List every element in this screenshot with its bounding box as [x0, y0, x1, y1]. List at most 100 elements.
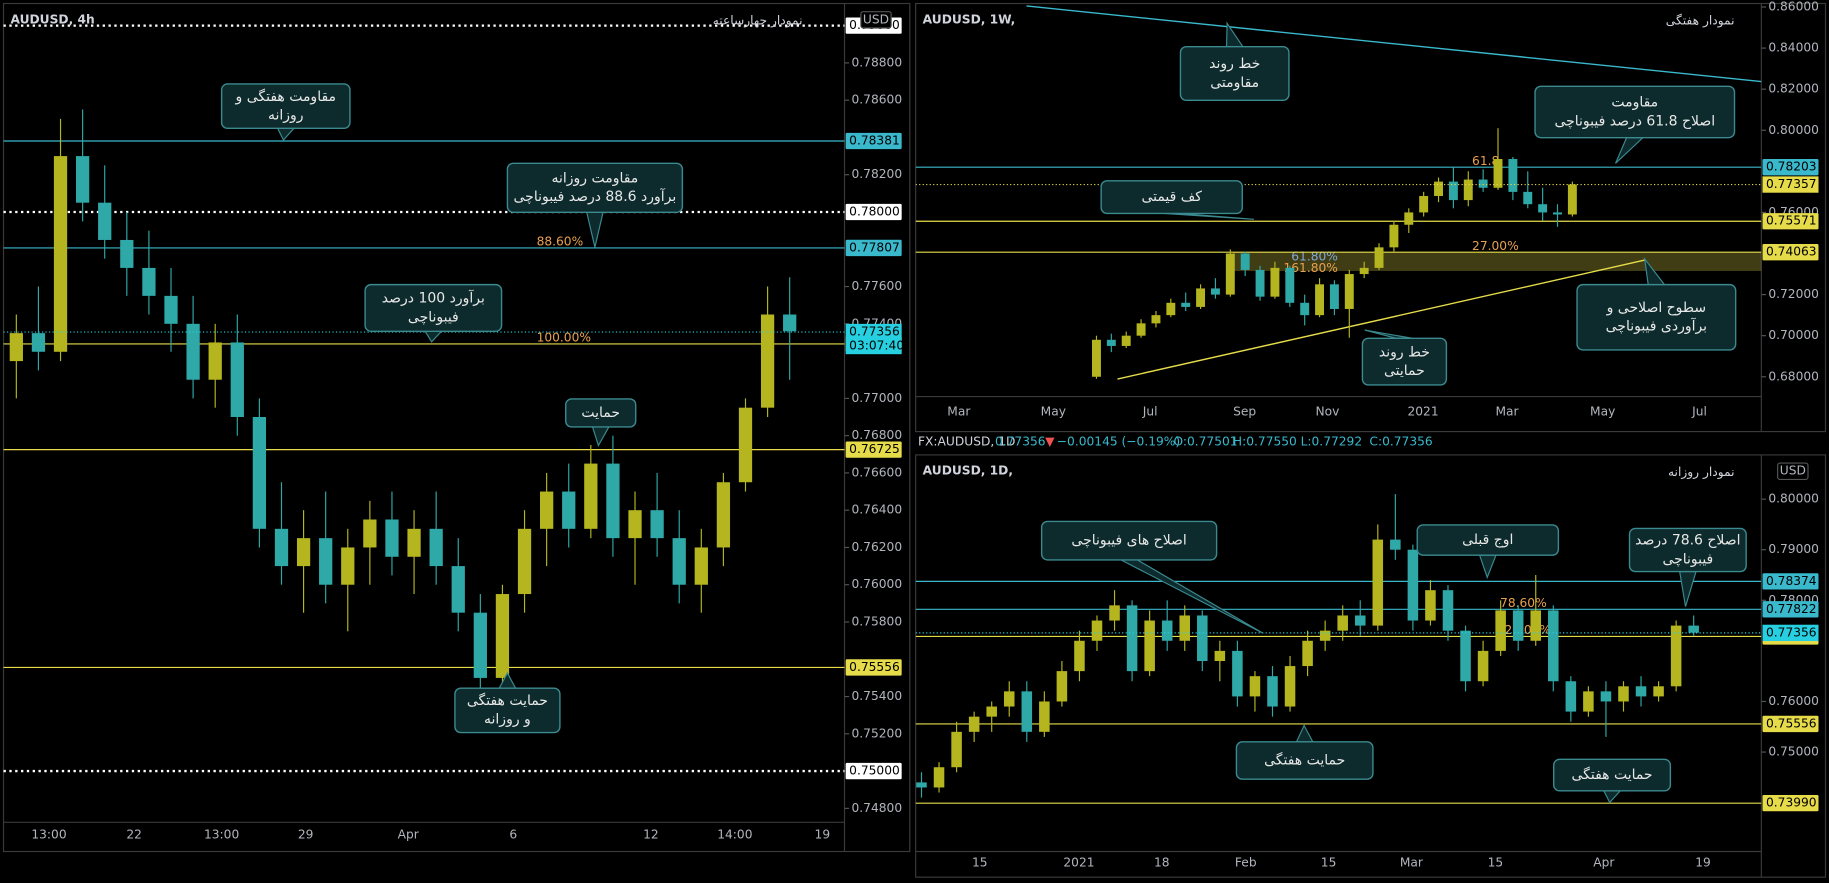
currency-box: [860, 11, 892, 29]
price-label: 0.75556: [849, 660, 900, 674]
y-tick-label: 0.74800: [852, 801, 903, 815]
countdown: 03:07:40: [849, 339, 904, 353]
price-label-bg: [1762, 213, 1819, 230]
candle-body: [1495, 610, 1506, 651]
candle-body: [1021, 691, 1033, 732]
y-tick-label: 0.86000: [1768, 0, 1819, 13]
panel: 78.60%-27.00%0.800000.790000.780000.7600…: [915, 454, 1827, 878]
y-tick-label: 0.75800: [852, 615, 903, 629]
candle-body: [1210, 288, 1220, 295]
y-tick-label: 0.78200: [852, 167, 903, 181]
candle-body: [1404, 212, 1414, 225]
candle-body: [1267, 676, 1278, 707]
y-tick-label: 0.77600: [852, 279, 903, 293]
candle-body: [1214, 650, 1226, 662]
candle-body: [1136, 323, 1146, 336]
candle-body: [650, 510, 664, 539]
fib-label: 61.8: [1472, 154, 1499, 168]
candle-body: [1442, 590, 1454, 631]
candle-body: [1319, 630, 1331, 641]
info-item: O:0.77501: [1173, 435, 1237, 449]
callout-text: برآورد 88.6 درصد فیبوناچی: [514, 188, 677, 205]
callout-text: حمایتی: [1384, 363, 1425, 379]
callout-box: [1576, 283, 1737, 351]
callout-box: [454, 687, 561, 734]
candle-body: [1092, 339, 1101, 377]
x-tick-label: Jul: [1691, 404, 1707, 418]
candle-body: [1583, 691, 1594, 712]
callout-text: سطوح اصلاحی و: [1606, 300, 1707, 316]
candle-body: [1121, 335, 1131, 346]
candle-body: [1106, 339, 1116, 346]
candle-body: [1270, 267, 1280, 297]
candle-body: [1300, 302, 1310, 316]
y-tick-label: 0.76600: [852, 465, 903, 479]
current-price-label: 0.77356: [849, 325, 900, 339]
candle-body: [1419, 195, 1429, 213]
callout-text: روزانه: [268, 107, 304, 123]
candle-body: [142, 267, 156, 296]
y-tick-label: 0.78800: [852, 55, 903, 69]
y-tick-label: 0.84000: [1768, 41, 1819, 55]
y-tick-label: 0.80000: [1768, 492, 1819, 506]
y-tick-label: 0.76000: [852, 577, 903, 591]
callout-box: [1416, 524, 1560, 556]
callout-text: مقاومت: [1611, 95, 1658, 111]
callout-text: اصلاح 61.8 درصد فیبوناچی: [1554, 113, 1715, 129]
y-tick-label: 0.75400: [852, 689, 903, 703]
callout-text: و روزانه: [484, 712, 531, 728]
candle-body: [1197, 615, 1208, 662]
price-label: 0.76725: [849, 442, 900, 456]
candle-body: [230, 342, 244, 418]
price-label-bg: [1762, 244, 1819, 261]
x-tick-label: Mar: [947, 404, 971, 418]
candle-body: [584, 463, 598, 529]
candle-body: [120, 239, 134, 268]
callout-text: خط روند: [1379, 344, 1430, 360]
x-tick-label: Sep: [1233, 404, 1256, 418]
x-tick-label: Jul: [1142, 404, 1158, 418]
candle-body: [1407, 549, 1419, 621]
candle-body: [429, 528, 443, 567]
candle-body: [1284, 666, 1296, 707]
candle-body: [1126, 605, 1138, 672]
price-label: 0.75556: [1766, 716, 1817, 730]
info-item: −0.00145 (−0.19%): [1057, 435, 1180, 449]
candle-body: [1285, 267, 1295, 303]
y-tick-label: 0.76800: [852, 428, 903, 442]
price-label-bg: [1762, 601, 1819, 618]
trend-line: [1117, 259, 1645, 380]
candle-body: [933, 767, 945, 788]
candle-body: [540, 491, 554, 529]
panel-title: نمودار چهارساعته: [713, 13, 803, 28]
callout-box: [364, 283, 503, 332]
x-tick-label: 19: [1695, 856, 1711, 870]
candle-body: [75, 156, 90, 203]
callout-text: حمایت: [581, 405, 620, 421]
callout-box: [1553, 758, 1672, 792]
y-tick-label: 0.75000: [1768, 745, 1819, 759]
y-tick-label: 0.75200: [852, 726, 903, 740]
candle-body: [1181, 302, 1191, 307]
callout-text: حمایت هفتگی: [467, 692, 548, 709]
callout-text: حمایت هفتگی: [1264, 752, 1345, 769]
candle-body: [1249, 676, 1261, 697]
candle-body: [1493, 159, 1503, 188]
candle-body: [53, 156, 68, 352]
candle-body: [1337, 615, 1348, 631]
candle-body: [1109, 605, 1120, 621]
currency-box: [1777, 462, 1809, 480]
symbol: AUDUSD, 4h: [11, 12, 95, 26]
current-price-label: 0.77357: [1766, 177, 1817, 191]
callout-text: کف قیمتی: [1141, 189, 1202, 205]
y-tick-label: 0.70000: [1768, 328, 1819, 342]
info-item: H:0.77550: [1233, 435, 1297, 449]
callout-text: اوج قبلی: [1462, 532, 1513, 548]
callout-text: برآوردی فیبوناچی: [1606, 318, 1707, 335]
candle-body: [1425, 590, 1436, 621]
candle-body: [1670, 625, 1682, 687]
candle-body: [274, 528, 289, 567]
candle-body: [495, 594, 510, 678]
x-tick-label: 29: [298, 828, 314, 842]
candle-body: [1463, 179, 1473, 201]
